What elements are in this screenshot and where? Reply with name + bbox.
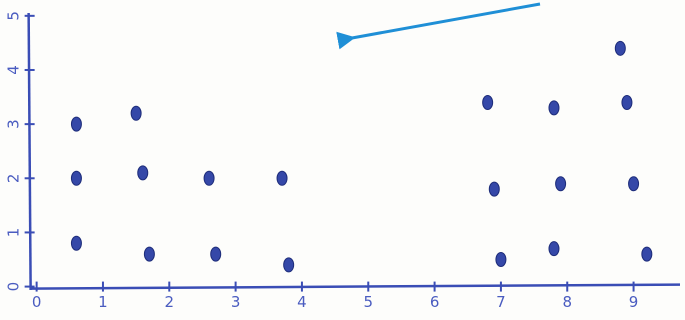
point [204, 171, 214, 185]
point [622, 95, 632, 109]
y-tick-label: 5 [5, 11, 23, 21]
point [71, 236, 81, 250]
point [483, 95, 493, 109]
point [277, 171, 287, 185]
x-tick-label: 6 [430, 293, 440, 311]
y-tick-label: 1 [5, 228, 23, 238]
paper [0, 0, 685, 320]
point [71, 171, 81, 185]
point [211, 247, 221, 261]
point [556, 177, 566, 191]
y-tick-label: 0 [5, 282, 23, 292]
point [71, 117, 81, 131]
point [642, 247, 652, 261]
point [131, 106, 141, 120]
x-tick-label: 9 [629, 293, 639, 311]
x-tick-label: 4 [297, 293, 307, 311]
point [144, 247, 154, 261]
y-tick-label: 3 [5, 119, 23, 129]
chart: 0 1 2 3 4 5 0 1 2 3 4 5 6 7 8 9 [0, 0, 685, 320]
x-tick-label: 7 [496, 293, 506, 311]
x-tick-label: 5 [363, 293, 373, 311]
point [549, 242, 559, 256]
point [615, 41, 625, 55]
x-tick-label: 0 [32, 293, 42, 311]
point [489, 182, 499, 196]
x-tick-label: 1 [98, 293, 108, 311]
point [549, 101, 559, 115]
y-tick-label: 2 [5, 174, 23, 184]
point [284, 258, 294, 272]
point [496, 253, 506, 267]
point [138, 166, 148, 180]
point [629, 177, 639, 191]
x-tick-label: 2 [165, 293, 175, 311]
y-tick-label: 4 [5, 65, 23, 75]
x-tick-label: 3 [231, 293, 241, 311]
x-tick-label: 8 [562, 293, 572, 311]
